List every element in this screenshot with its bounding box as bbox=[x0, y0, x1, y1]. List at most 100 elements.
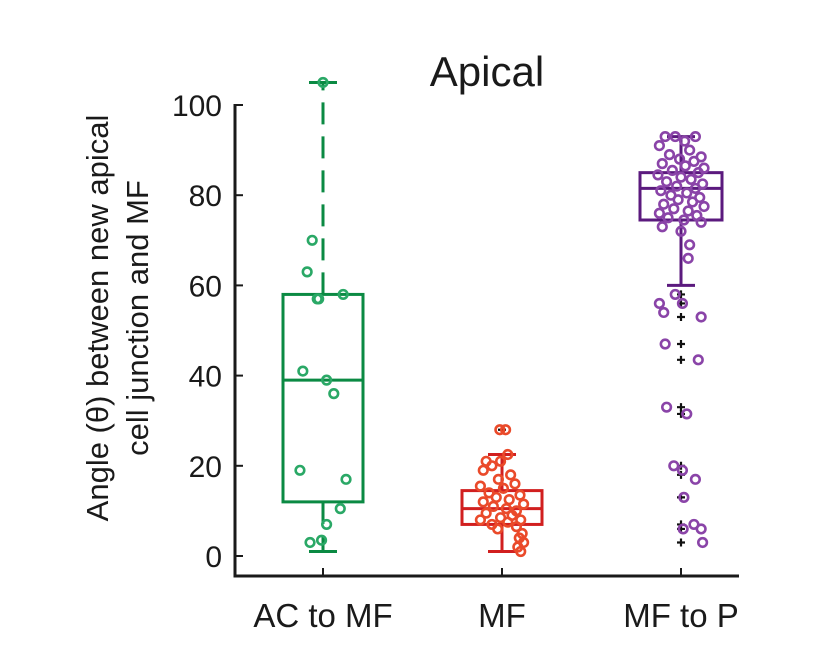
data-point bbox=[656, 221, 668, 233]
data-point bbox=[659, 338, 671, 350]
data-point bbox=[497, 482, 510, 494]
data-point bbox=[653, 297, 666, 310]
data-point bbox=[689, 473, 702, 485]
y-axis-ticks: 0 20 40 60 80 100 bbox=[172, 90, 243, 574]
data-point bbox=[490, 491, 502, 503]
data-point bbox=[669, 130, 681, 143]
data-point bbox=[294, 464, 306, 476]
x-tick-label: MF bbox=[478, 597, 526, 634]
data-point bbox=[340, 473, 352, 485]
y-tick-label: 60 bbox=[189, 270, 222, 303]
data-point bbox=[689, 182, 702, 195]
data-point bbox=[672, 194, 684, 206]
data-point bbox=[682, 205, 694, 217]
data-point bbox=[500, 503, 512, 515]
data-point bbox=[517, 498, 530, 510]
data-point bbox=[671, 180, 683, 192]
data-point bbox=[695, 216, 707, 228]
data-point bbox=[675, 171, 687, 183]
data-point bbox=[301, 266, 313, 278]
data-point bbox=[659, 130, 671, 143]
x-axis-ticks: AC to MF MF MF to P bbox=[253, 568, 739, 634]
data-point bbox=[494, 455, 507, 467]
data-point bbox=[492, 523, 504, 535]
data-point bbox=[328, 388, 340, 400]
data-point bbox=[502, 448, 514, 461]
data-point bbox=[676, 464, 689, 476]
data-point bbox=[692, 354, 704, 366]
data-point bbox=[474, 514, 487, 526]
data-point bbox=[662, 212, 674, 224]
data-point bbox=[477, 464, 489, 476]
y-tick-label: 20 bbox=[189, 451, 222, 484]
data-point bbox=[509, 478, 521, 490]
data-point bbox=[653, 207, 666, 219]
data-point bbox=[668, 203, 680, 215]
data-point bbox=[655, 185, 667, 197]
iqr-box bbox=[281, 292, 365, 504]
data-point bbox=[676, 297, 689, 310]
x-tick-label: MF to P bbox=[623, 597, 739, 634]
data-point bbox=[514, 489, 526, 501]
data-point bbox=[505, 469, 517, 481]
y-tick-label: 80 bbox=[189, 180, 222, 213]
data-point bbox=[337, 288, 349, 301]
data-point bbox=[317, 76, 329, 89]
data-point bbox=[474, 480, 487, 492]
box-series bbox=[281, 76, 724, 558]
y-tick-label: 0 bbox=[205, 541, 222, 574]
data-point bbox=[494, 424, 506, 436]
data-point bbox=[679, 160, 691, 172]
data-point bbox=[313, 293, 325, 305]
data-point bbox=[510, 521, 523, 533]
data-point bbox=[677, 523, 689, 535]
outlier-marker bbox=[677, 403, 685, 412]
data-point bbox=[681, 408, 693, 420]
data-point bbox=[660, 176, 673, 188]
data-point bbox=[686, 196, 699, 208]
data-point bbox=[698, 200, 710, 213]
data-point bbox=[480, 507, 492, 519]
box-series-1 bbox=[281, 76, 365, 553]
data-point bbox=[502, 516, 514, 528]
y-axis-title-line-1: Angle (θ) between new apical bbox=[80, 115, 115, 522]
data-point bbox=[682, 252, 694, 264]
box-series-2 bbox=[460, 424, 544, 558]
data-point bbox=[515, 545, 527, 558]
data-point bbox=[477, 496, 489, 508]
data-point bbox=[652, 169, 664, 181]
data-point bbox=[678, 135, 691, 147]
data-point bbox=[685, 173, 697, 186]
data-point bbox=[334, 503, 346, 515]
data-point bbox=[656, 158, 668, 170]
y-tick-label: 40 bbox=[189, 361, 222, 394]
data-point bbox=[695, 523, 707, 535]
data-point bbox=[492, 473, 505, 485]
box-series-3 bbox=[638, 130, 724, 549]
data-point bbox=[684, 144, 696, 156]
data-point bbox=[321, 518, 333, 531]
data-point bbox=[304, 536, 316, 549]
data-point bbox=[678, 214, 690, 226]
outlier-marker bbox=[677, 538, 685, 547]
data-point bbox=[660, 401, 673, 413]
x-tick-label: AC to MF bbox=[253, 597, 392, 634]
data-point bbox=[487, 500, 499, 512]
data-point bbox=[666, 164, 678, 176]
chart-title: Apical bbox=[430, 48, 544, 95]
outlier-marker bbox=[677, 340, 685, 349]
data-point bbox=[321, 374, 333, 386]
data-point bbox=[486, 460, 498, 472]
data-point bbox=[681, 187, 693, 199]
data-point bbox=[689, 130, 702, 143]
data-point bbox=[692, 167, 704, 179]
data-point bbox=[675, 225, 687, 237]
data-point bbox=[684, 239, 696, 251]
data-point bbox=[696, 536, 709, 549]
data-point bbox=[668, 460, 680, 472]
data-point bbox=[673, 153, 686, 165]
data-point bbox=[653, 139, 666, 152]
outlier-marker bbox=[677, 312, 685, 321]
data-point bbox=[678, 491, 690, 503]
